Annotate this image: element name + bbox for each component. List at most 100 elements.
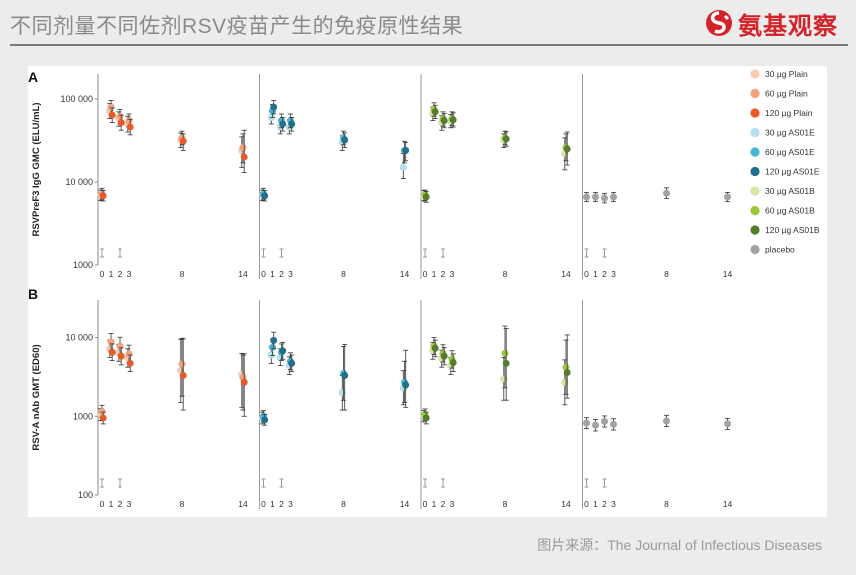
- x-tick-label: 0: [423, 269, 428, 279]
- data-point: [240, 378, 248, 386]
- data-point: [591, 421, 600, 429]
- legend-swatch: [750, 186, 760, 196]
- x-tick-label: 3: [288, 269, 293, 279]
- data-point: [502, 359, 510, 367]
- legend: 30 µg Plain 60 µg Plain 120 µg Plain 30 µg …: [750, 69, 820, 255]
- data-point: [239, 143, 247, 152]
- panel-label: A: [28, 69, 38, 85]
- x-tick-label: 2: [441, 499, 446, 509]
- x-tick-label: 3: [288, 499, 293, 509]
- x-tick-label: 14: [723, 499, 733, 509]
- x-tick-label: 14: [723, 269, 733, 279]
- floor-marker: [584, 478, 589, 488]
- x-tick-label: 8: [664, 499, 669, 509]
- y-axis-label: RSVPreF3 IgG GMC (ELU/mL): [31, 102, 42, 236]
- data-point: [723, 193, 732, 201]
- x-tick-label: 14: [400, 499, 410, 509]
- x-tick-label: 8: [341, 499, 346, 509]
- data-point: [609, 193, 618, 201]
- data-point: [98, 407, 106, 416]
- data-point: [402, 146, 410, 155]
- data-point: [117, 118, 125, 127]
- data-point: [107, 103, 115, 111]
- legend-swatch: [750, 69, 760, 79]
- legend-label: 60 µg AS01B: [765, 206, 815, 216]
- data-point: [502, 135, 510, 143]
- source-caption: 图片来源：The Journal of Infectious Diseases: [537, 537, 822, 553]
- title-divider: [10, 44, 848, 46]
- floor-marker: [441, 248, 445, 258]
- floor-marker: [423, 248, 427, 258]
- floor-marker: [602, 248, 607, 258]
- floor-marker: [602, 478, 607, 488]
- x-tick-label: 3: [450, 499, 455, 509]
- data-point: [449, 359, 457, 367]
- x-tick-label: 3: [611, 269, 616, 279]
- x-tick-label: 2: [602, 269, 607, 279]
- y-tick-label: 1000: [73, 260, 93, 270]
- x-tick-label: 8: [180, 269, 185, 279]
- data-point: [440, 352, 448, 360]
- floor-marker: [100, 478, 104, 488]
- x-tick-label: 0: [261, 499, 266, 509]
- data-point: [116, 342, 124, 350]
- panel-label: B: [28, 286, 38, 302]
- legend-swatch: [750, 88, 760, 99]
- logo: 氨基观察: [704, 6, 838, 40]
- floor-marker: [261, 478, 266, 488]
- data-point: [399, 163, 407, 171]
- x-tick-label: 0: [584, 499, 589, 509]
- data-point: [240, 153, 248, 161]
- x-tick-label: 14: [238, 269, 248, 279]
- data-point: [422, 414, 430, 422]
- data-point: [338, 388, 346, 397]
- data-point: [125, 350, 133, 358]
- legend-label: 30 µg AS01B: [765, 186, 815, 196]
- x-tick-label: 2: [602, 499, 607, 509]
- data-point: [117, 352, 125, 360]
- legend-swatch: [750, 147, 760, 157]
- legend-label: 30 µg AS01E: [765, 128, 815, 138]
- legend-swatch: [750, 166, 760, 177]
- x-tick-label: 8: [503, 499, 508, 509]
- legend-swatch: [750, 108, 760, 118]
- data-point: [723, 420, 732, 428]
- data-point: [179, 137, 187, 145]
- data-point: [108, 348, 116, 356]
- x-tick-label: 2: [118, 269, 123, 279]
- logo-icon: [706, 10, 732, 36]
- data-point: [662, 189, 671, 197]
- y-tick-label: 10 000: [65, 333, 93, 343]
- legend-label: 30 µg Plain: [765, 69, 808, 79]
- y-tick-label: 100: [78, 490, 93, 500]
- data-point: [288, 359, 296, 367]
- x-tick-label: 1: [432, 269, 437, 279]
- legend-label: 60 µg Plain: [765, 89, 808, 99]
- data-point: [125, 116, 133, 125]
- data-point: [261, 416, 269, 424]
- floor-marker: [584, 248, 589, 258]
- data-point: [261, 192, 269, 200]
- data-point: [591, 193, 600, 201]
- data-point: [582, 193, 591, 201]
- legend-label: placebo: [765, 245, 795, 255]
- logo-text: 氨基观察: [738, 11, 838, 40]
- data-point: [270, 336, 278, 345]
- data-point: [341, 136, 349, 144]
- legend-swatch: [750, 244, 760, 255]
- x-tick-label: 8: [180, 499, 185, 509]
- x-tick-label: 2: [279, 269, 284, 279]
- data-point: [178, 360, 186, 368]
- data-point: [440, 116, 448, 125]
- floor-marker: [279, 248, 284, 258]
- slide-title: 不同剂量不同佐剂RSV疫苗产生的免疫原性结果: [10, 15, 464, 38]
- y-tick-label: 100 000: [60, 94, 93, 104]
- data-point: [126, 123, 134, 131]
- legend-label: 60 µg AS01E: [765, 147, 815, 157]
- legend-label: 120 µg AS01E: [765, 167, 820, 177]
- data-point: [341, 371, 349, 380]
- data-point: [582, 419, 591, 427]
- x-tick-label: 1: [270, 269, 275, 279]
- data-point: [279, 120, 287, 128]
- x-tick-label: 3: [127, 499, 132, 509]
